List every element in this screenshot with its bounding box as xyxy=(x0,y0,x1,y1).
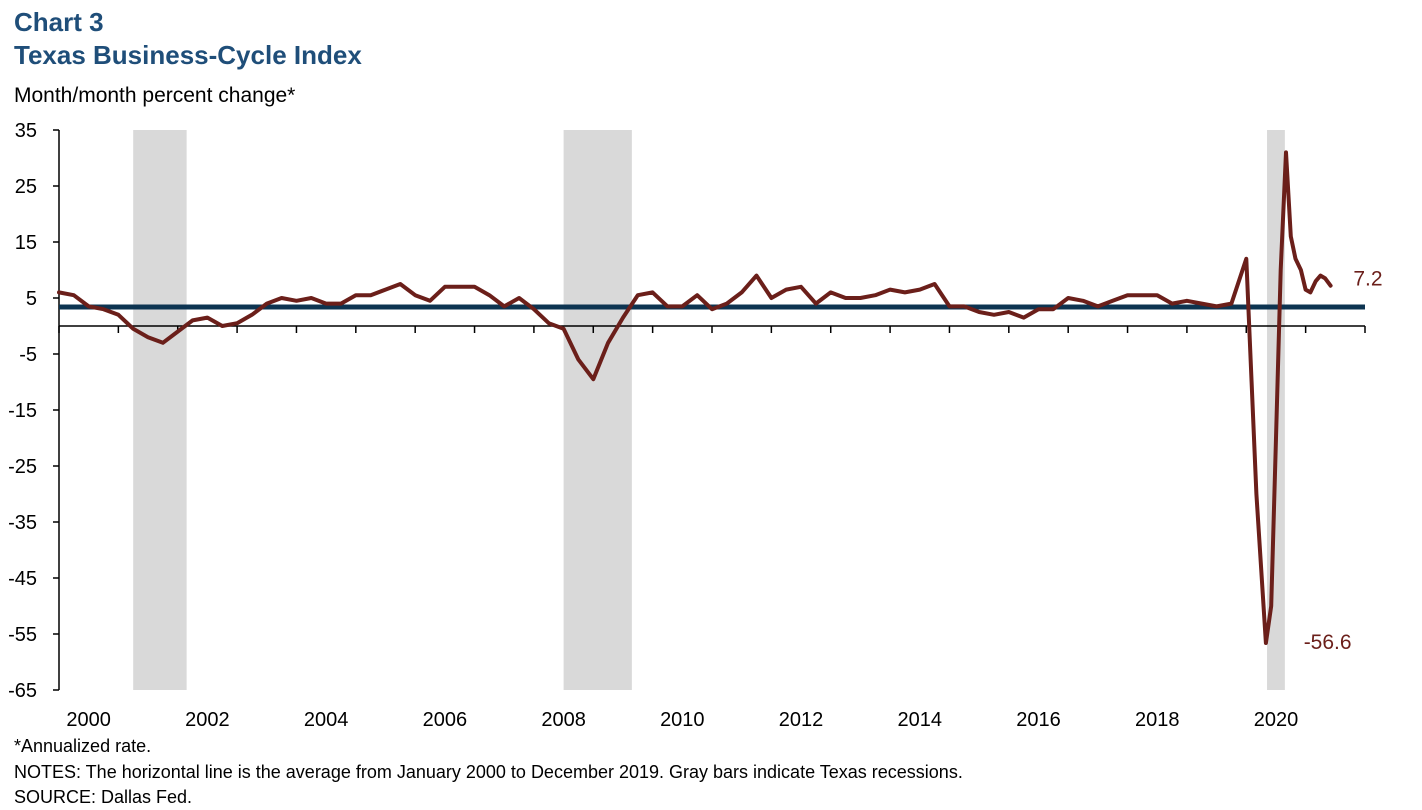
series-group xyxy=(57,150,1333,645)
recession-bar-1 xyxy=(563,130,632,690)
source: SOURCE: Dallas Fed. xyxy=(14,787,192,807)
x-tick-label: 2000 xyxy=(66,709,111,731)
y-tick-label: 35 xyxy=(15,120,37,142)
axes: 35 25 15 5 -5 -15 -25 -35 -45 -55 -65 2000 2002 2004 2… xyxy=(8,120,1366,731)
y-tick-label: 15 xyxy=(15,232,37,254)
notes: NOTES: The horizontal line is the averag… xyxy=(14,762,963,782)
footnote: *Annualized rate. xyxy=(14,736,151,756)
series-line-0 xyxy=(57,150,1333,645)
x-tick-label: 2012 xyxy=(779,709,824,731)
x-tick-label: 2016 xyxy=(1016,709,1061,731)
y-tick-label: -65 xyxy=(8,680,37,702)
x-tick-label: 2014 xyxy=(898,709,943,731)
x-tick-label: 2002 xyxy=(185,709,230,731)
x-tick-label: 2020 xyxy=(1254,709,1299,731)
x-tick-label: 2018 xyxy=(1135,709,1180,731)
recession-bar-0 xyxy=(133,130,187,690)
y-tick-label: -55 xyxy=(8,624,37,646)
y-tick-label: -15 xyxy=(8,400,37,422)
x-tick-label: 2010 xyxy=(660,709,705,731)
y-tick-label: -45 xyxy=(8,568,37,590)
recession-bars xyxy=(133,130,1285,690)
y-tick-label: 5 xyxy=(26,288,37,310)
data-label: 7.2 xyxy=(1353,268,1382,291)
y-tick-label: -5 xyxy=(19,344,37,366)
y-axis-label: Month/month percent change* xyxy=(14,84,295,107)
y-tick-label: -35 xyxy=(8,512,37,534)
data-label: -56.6 xyxy=(1304,631,1352,654)
chart-number: Chart 3 xyxy=(14,7,104,37)
x-tick-label: 2006 xyxy=(423,709,468,731)
x-tick-label: 2008 xyxy=(541,709,586,731)
y-tick-label: 25 xyxy=(15,176,37,198)
y-tick-label: -25 xyxy=(8,456,37,478)
annotations: 7.2 -56.6 xyxy=(1304,268,1383,654)
x-tick-label: 2004 xyxy=(304,709,349,731)
chart-title: Texas Business-Cycle Index xyxy=(14,40,362,70)
